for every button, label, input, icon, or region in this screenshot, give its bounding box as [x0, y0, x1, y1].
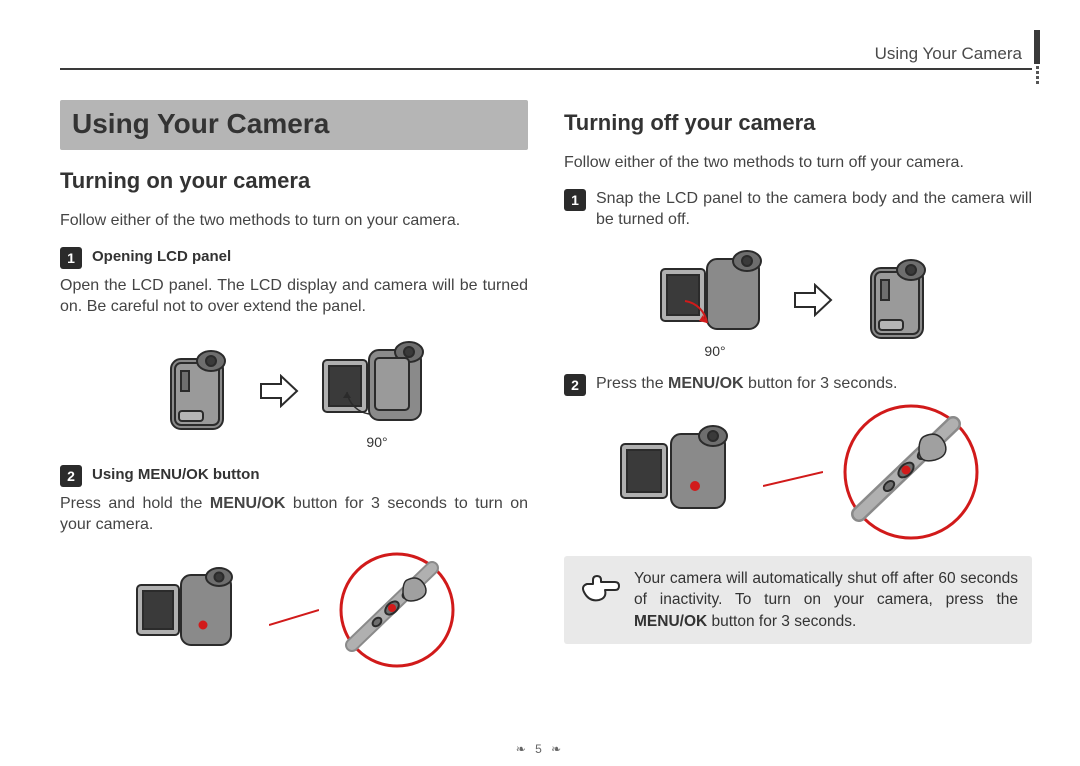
camera-closed-icon — [851, 250, 941, 350]
step-2-off: 2 Press the MENU/OK button for 3 seconds… — [564, 373, 1032, 396]
step-number-badge: 1 — [60, 247, 82, 269]
camera-open-closing-icon — [655, 241, 775, 341]
camera-open-with-angle: 90° — [655, 241, 775, 359]
edge-tab-mark — [1032, 30, 1040, 78]
note-callout: Your camera will automatically shut off … — [564, 556, 1032, 644]
intro-text-on: Follow either of the two methods to turn… — [60, 210, 528, 232]
figure-menu-ok-off — [564, 402, 1032, 542]
arrow-right-icon — [259, 374, 299, 408]
step-title: Opening LCD panel — [92, 246, 231, 265]
camera-open-icon — [131, 555, 251, 665]
step-number-badge: 2 — [564, 374, 586, 396]
button-detail-circle-icon — [337, 550, 457, 670]
step-1-on-body: Open the LCD panel. The LCD display and … — [60, 275, 528, 318]
arrow-right-icon — [793, 283, 833, 317]
step-2-off-body: Press the MENU/OK button for 3 seconds. — [596, 373, 897, 395]
step-1-off: 1 Snap the LCD panel to the camera body … — [564, 188, 1032, 231]
chapter-title-banner: Using Your Camera — [60, 100, 528, 150]
pointing-hand-icon — [578, 568, 620, 608]
figure-menu-ok-on — [60, 550, 528, 670]
page-number: ❧ 5 ❧ — [0, 742, 1080, 756]
header-rule — [60, 68, 1032, 70]
step-2-on-body: Press and hold the MENU/OK button for 3 … — [60, 493, 528, 536]
step-number-badge: 1 — [564, 189, 586, 211]
step-1-off-body: Snap the LCD panel to the camera body an… — [596, 188, 1032, 231]
camera-open-icon — [317, 332, 437, 432]
manual-page: Using Your Camera Using Your Camera Turn… — [0, 0, 1080, 766]
two-column-layout: Using Your Camera Turning on your camera… — [60, 100, 1032, 736]
angle-label: 90° — [655, 343, 775, 359]
figure-open-lcd: 90° — [60, 332, 528, 450]
callout-line-icon — [763, 412, 823, 532]
intro-text-off: Follow either of the two methods to turn… — [564, 152, 1032, 174]
camera-open-icon — [615, 412, 745, 532]
button-detail-circle-icon — [841, 402, 981, 542]
left-column: Using Your Camera Turning on your camera… — [60, 100, 528, 736]
running-head: Using Your Camera — [875, 44, 1022, 64]
step-2-on: 2 Using MENU/OK button — [60, 464, 528, 487]
step-title: Using MENU/OK button — [92, 464, 259, 483]
step-1-on: 1 Opening LCD panel — [60, 246, 528, 269]
note-text: Your camera will automatically shut off … — [634, 568, 1018, 632]
section-title-off: Turning off your camera — [564, 110, 1032, 136]
figure-close-lcd: 90° — [564, 241, 1032, 359]
angle-label: 90° — [317, 434, 437, 450]
camera-closed-icon — [151, 341, 241, 441]
callout-line-icon — [269, 555, 319, 665]
step-number-badge: 2 — [60, 465, 82, 487]
section-title-on: Turning on your camera — [60, 168, 528, 194]
camera-open-with-angle: 90° — [317, 332, 437, 450]
right-column: Turning off your camera Follow either of… — [564, 100, 1032, 736]
